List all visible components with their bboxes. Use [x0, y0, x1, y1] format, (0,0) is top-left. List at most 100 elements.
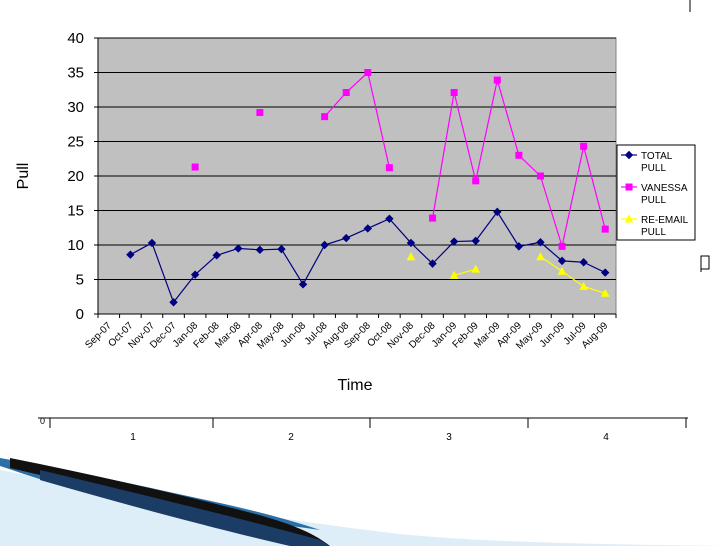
data-point	[321, 113, 329, 121]
series-line-segment	[583, 261, 606, 274]
data-point	[601, 268, 610, 277]
data-point	[493, 76, 501, 84]
data-point	[557, 266, 567, 275]
legend-label-line: VANESSA	[641, 183, 688, 194]
series-line-segment	[345, 72, 369, 93]
y-tick-label: 30	[67, 99, 84, 116]
y-tick-label: 35	[67, 65, 84, 82]
legend-item: RE-EMAIL PULL	[621, 214, 689, 238]
data-point	[190, 270, 200, 279]
data-point	[449, 270, 459, 279]
data-point	[406, 252, 416, 261]
series-line-segment	[367, 218, 390, 229]
y-tick-label: 20	[67, 168, 84, 185]
series-line-segment	[475, 79, 498, 181]
legend-item: VANESSA PULL	[621, 183, 688, 206]
series-line-segment	[518, 154, 541, 177]
series-line-segment	[130, 242, 153, 256]
series-re-email-pull	[406, 252, 610, 297]
legend-label-line: RE-EMAIL	[641, 215, 689, 226]
series-layer	[126, 69, 610, 307]
data-point	[601, 225, 609, 233]
gridlines	[98, 37, 616, 280]
series-line-segment	[302, 244, 326, 285]
legend-label-line: TOTAL	[641, 151, 673, 162]
series-line-segment	[453, 92, 477, 181]
data-point	[255, 245, 265, 255]
legend-label-line: PULL	[641, 163, 666, 174]
data-point	[579, 281, 588, 290]
series-line-segment	[367, 72, 390, 168]
legend-label: VANESSA PULL	[641, 183, 688, 206]
data-point	[342, 233, 351, 243]
legend-label: TOTAL PULL	[641, 151, 673, 174]
data-point	[558, 242, 566, 250]
data-point	[428, 259, 437, 268]
legend-label: RE-EMAIL PULL	[641, 215, 689, 238]
data-point	[450, 89, 458, 97]
y-tick-label: 40	[67, 30, 84, 47]
data-point	[212, 251, 221, 260]
data-point	[536, 172, 544, 180]
series-line-segment	[583, 285, 606, 294]
data-point	[406, 238, 416, 248]
series-line-segment	[496, 211, 520, 247]
legend-label-line: PULL	[641, 227, 666, 238]
data-point	[536, 238, 545, 247]
series-line-segment	[518, 241, 541, 247]
data-point	[298, 280, 308, 289]
bottom-axis-tick-label: 3	[446, 432, 452, 443]
series-line-segment	[216, 247, 239, 256]
data-point	[429, 214, 437, 222]
legend-marker	[624, 150, 634, 160]
legend-marker	[624, 214, 634, 223]
data-point	[471, 236, 480, 246]
bottom-axis-ticks: 1 2 3 4	[130, 432, 609, 443]
bottom-axis-tick-label: 2	[288, 432, 294, 443]
data-point	[471, 264, 481, 273]
series-line-segment	[173, 274, 196, 303]
data-point	[600, 288, 610, 297]
data-point	[320, 240, 329, 250]
data-point	[256, 109, 264, 117]
data-point	[385, 164, 393, 172]
y-tick-label: 25	[67, 134, 84, 151]
x-tick-label: Sep-07	[83, 320, 114, 351]
data-point	[514, 242, 524, 251]
data-point	[536, 252, 545, 261]
data-point	[580, 142, 588, 150]
data-point	[385, 214, 394, 223]
y-axis: 0 5 10 15 20 25 30 35 40	[67, 30, 99, 323]
data-point	[364, 69, 372, 76]
series-line-segment	[324, 237, 347, 246]
series-line-segment	[540, 241, 563, 262]
y-tick-label: 5	[76, 272, 84, 289]
series-line-segment	[151, 242, 175, 303]
data-point	[126, 250, 135, 259]
data-point	[363, 224, 372, 233]
x-axis: Sep-07Oct-07Nov-07Dec-07Jan-08Feb-08Mar-…	[83, 313, 617, 352]
legend-marker	[625, 183, 633, 191]
series-line-segment	[583, 146, 606, 230]
series-line-segment	[194, 254, 218, 276]
y-axis-label: Pull	[15, 163, 32, 190]
side-marker-text: 0	[40, 416, 45, 426]
y-tick-label: 15	[67, 203, 84, 220]
legend-item: TOTAL PULL	[621, 150, 673, 174]
series-total-pull	[126, 207, 610, 307]
bottom-axis-tick-label: 4	[603, 432, 609, 443]
series-line-segment	[561, 146, 585, 247]
series-line-segment	[280, 248, 304, 285]
data-point	[147, 238, 157, 248]
data-point	[515, 151, 523, 159]
data-point	[579, 258, 588, 267]
x-tick-label: Jun-08	[279, 320, 309, 350]
data-point	[342, 89, 350, 97]
decorative-swoosh	[0, 458, 728, 546]
data-point	[277, 244, 286, 254]
data-point	[169, 298, 178, 307]
series-line-segment	[324, 92, 347, 118]
data-point	[449, 237, 459, 246]
